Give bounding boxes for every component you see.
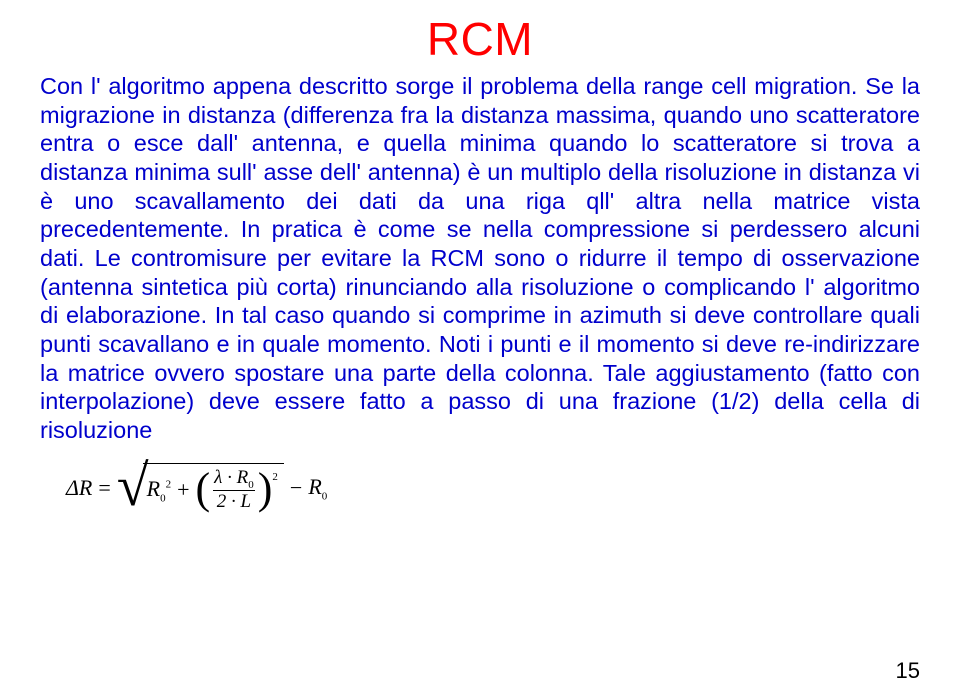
outer-sup: 2	[272, 471, 278, 483]
num-sub: 0	[248, 478, 254, 490]
tail-R: R	[308, 474, 321, 499]
formula-inline: ΔR = √ R02 + ( λ · R0	[66, 463, 327, 514]
num-dot: ·	[227, 467, 232, 488]
tail-sub: 0	[322, 490, 328, 502]
page-number: 15	[896, 658, 920, 684]
formula-lhs: ΔR	[66, 475, 92, 501]
right-paren: )	[258, 474, 273, 505]
den-dot: ·	[231, 491, 236, 512]
formula: ΔR = √ R02 + ( λ · R0	[66, 463, 920, 514]
num-lambda: λ	[214, 467, 222, 488]
sqrt: √ R02 + ( λ · R0 2 · L	[117, 463, 284, 514]
denominator: 2 · L	[213, 490, 255, 513]
r0sq-sup: 2	[166, 478, 172, 490]
body-paragraph: Con l' algoritmo appena descritto sorge …	[40, 72, 920, 445]
den-L: L	[241, 491, 252, 512]
den-two: 2	[217, 491, 227, 512]
lhs-R: R	[79, 475, 92, 500]
tail-r0: R0	[308, 474, 327, 502]
numerator: λ · R0	[210, 467, 258, 491]
minus-sign: −	[290, 475, 302, 501]
num-R: R	[237, 467, 249, 488]
plus-sign: +	[177, 477, 189, 503]
equals-sign: =	[98, 475, 110, 501]
page-title: RCM	[40, 12, 920, 66]
delta-symbol: Δ	[66, 475, 79, 500]
r0sq-sub: 0	[160, 492, 166, 504]
radical-sign: √	[117, 466, 149, 507]
fraction: λ · R0 2 · L	[210, 467, 258, 514]
radicand: R02 + ( λ · R0 2 · L )	[143, 463, 284, 514]
left-paren: (	[196, 474, 211, 505]
r0-squared: R02	[147, 476, 171, 504]
page: RCM Con l' algoritmo appena descritto so…	[0, 0, 960, 698]
paren-term: ( λ · R0 2 · L ) 2	[196, 467, 278, 514]
